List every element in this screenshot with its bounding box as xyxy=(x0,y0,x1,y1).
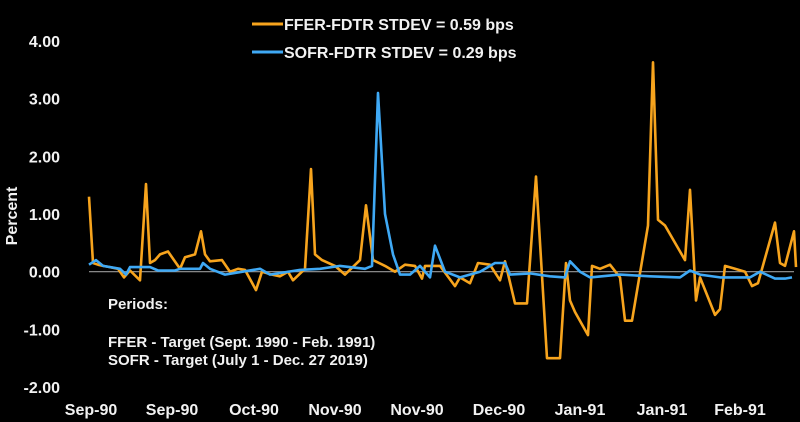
y-tick-label: -2.00 xyxy=(24,380,61,397)
y-tick-label: 3.00 xyxy=(29,92,60,109)
series-group xyxy=(87,61,798,360)
annotation-heading: Periods: xyxy=(108,296,168,313)
x-axis: Sep-90 Sep-90 Oct-90 Nov-90 Nov-90 Dec-90 Jan-… xyxy=(65,402,766,419)
y-axis-label: Percent xyxy=(4,186,21,245)
x-tick-label: Sep-90 xyxy=(146,402,199,419)
x-tick-label: Jan-91 xyxy=(555,402,606,419)
series-line-sofr xyxy=(88,91,793,280)
y-tick-label: 0.00 xyxy=(29,265,60,282)
x-tick-label: Oct-90 xyxy=(229,402,279,419)
x-tick-label: Sep-90 xyxy=(65,402,118,419)
x-tick-label: Nov-90 xyxy=(390,402,443,419)
periods-annotation: Periods: FFER - Target (Sept. 1990 - Feb… xyxy=(108,296,375,369)
legend: FFER-FDTR STDEV = 0.59 bps SOFR-FDTR STD… xyxy=(252,17,517,62)
y-tick-label: -1.00 xyxy=(24,322,61,339)
x-tick-label: Nov-90 xyxy=(308,402,361,419)
x-tick-label: Feb-91 xyxy=(714,402,766,419)
y-tick-label: 1.00 xyxy=(29,207,60,224)
y-tick-label: 4.00 xyxy=(29,34,60,51)
series-line-ffer xyxy=(87,61,798,360)
x-tick-label: Dec-90 xyxy=(473,402,526,419)
y-axis: 4.00 3.00 2.00 1.00 0.00 -1.00 -2.00 xyxy=(24,34,61,397)
legend-label-sofr: SOFR-FDTR STDEV = 0.29 bps xyxy=(284,45,517,62)
annotation-ffer-period: FFER - Target (Sept. 1990 - Feb. 1991) xyxy=(108,334,375,351)
x-tick-label: Jan-91 xyxy=(637,402,688,419)
legend-label-ffer: FFER-FDTR STDEV = 0.59 bps xyxy=(284,17,514,34)
annotation-sofr-period: SOFR - Target (July 1 - Dec. 27 2019) xyxy=(108,352,368,369)
y-tick-label: 2.00 xyxy=(29,149,60,166)
